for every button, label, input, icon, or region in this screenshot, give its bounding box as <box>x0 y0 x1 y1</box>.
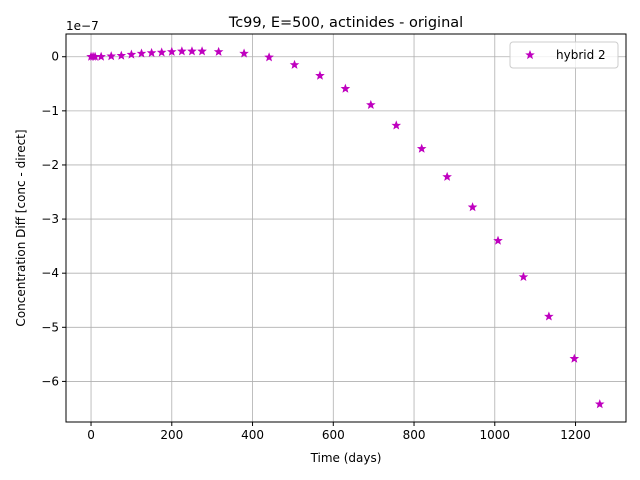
data-point-star <box>467 202 478 212</box>
data-point-star <box>493 235 503 245</box>
data-point-star <box>96 51 106 61</box>
x-tick-label: 1200 <box>560 428 591 442</box>
y-tick-label: −1 <box>41 104 59 118</box>
data-point-star <box>366 99 376 109</box>
legend-label: hybrid 2 <box>556 48 606 62</box>
data-point-star <box>116 50 127 60</box>
grid <box>66 34 626 422</box>
legend-marker-star <box>525 49 535 60</box>
x-tick-label: 800 <box>403 428 426 442</box>
data-point-star <box>166 46 177 56</box>
x-tick-label: 200 <box>160 428 183 442</box>
x-axis-label: Time (days) <box>310 451 382 465</box>
plot-area <box>66 34 626 422</box>
legend: hybrid 2 <box>509 41 619 69</box>
y-offset-label: 1e−7 <box>66 19 99 33</box>
axis-ticks: 0 200 400 600 800 1000 1200 0 −1 −2 −3 −4 −5 −6 <box>41 50 591 442</box>
data-point-star <box>289 59 300 69</box>
data-point-star <box>239 48 249 58</box>
data-point-star <box>156 47 167 57</box>
data-point-star <box>442 171 452 181</box>
data-point-star <box>197 46 207 56</box>
data-point-star <box>594 399 605 409</box>
data-point-star <box>146 47 157 58</box>
data-point-star <box>136 48 147 58</box>
data-point-star <box>544 311 554 321</box>
data-point-star <box>569 353 580 363</box>
data-point-star <box>177 46 187 56</box>
data-point-star <box>315 70 325 80</box>
data-point-star <box>213 46 224 56</box>
data-point-star <box>126 49 137 59</box>
data-point-star <box>340 83 351 93</box>
data-point-star <box>518 271 529 282</box>
data-markers <box>86 46 605 409</box>
data-point-star <box>391 120 402 130</box>
y-tick-label: −3 <box>41 212 59 226</box>
plot-frame <box>65 33 627 423</box>
x-tick-label: 400 <box>241 428 264 442</box>
y-tick-label: −6 <box>41 374 59 388</box>
y-tick-label: −2 <box>41 158 59 172</box>
x-tick-label: 1000 <box>480 428 511 442</box>
data-point-star <box>264 52 274 62</box>
y-tick-label: 0 <box>51 50 59 64</box>
x-tick-label: 600 <box>322 428 345 442</box>
y-axis-label: Concentration Diff [conc - direct] <box>14 129 28 326</box>
data-point-star <box>187 46 197 56</box>
y-tick-label: −4 <box>41 266 59 280</box>
chart-title: Tc99, E=500, actinides - original <box>228 15 463 31</box>
data-point-star <box>106 51 117 61</box>
legend-box <box>509 41 619 69</box>
y-tick-label: −5 <box>41 320 59 334</box>
data-point-star <box>416 143 427 153</box>
x-tick-label: 0 <box>87 428 95 442</box>
